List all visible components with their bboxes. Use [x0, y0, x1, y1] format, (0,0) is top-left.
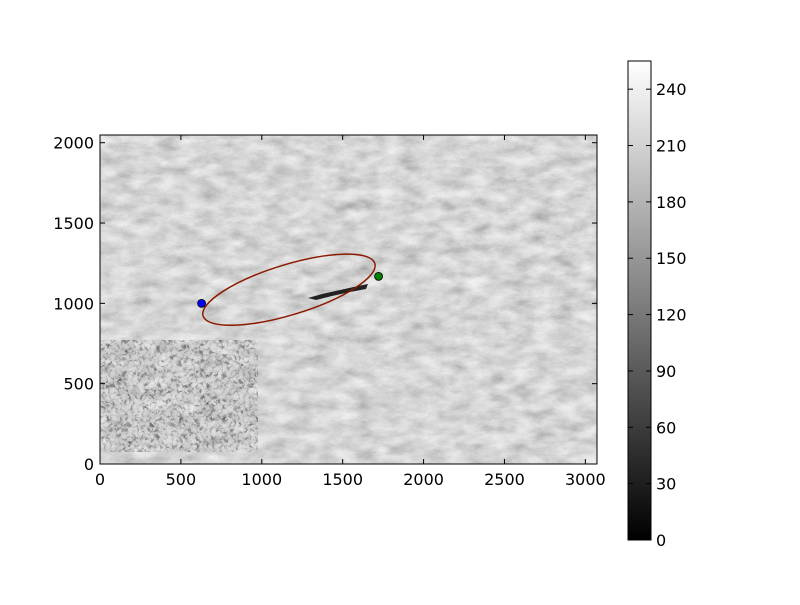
colorbar-tick-label: 30	[656, 475, 676, 494]
y-tick-label: 2000	[53, 134, 94, 153]
x-tick-label: 500	[166, 470, 197, 489]
ellipse-outline	[202, 253, 376, 327]
overlay-layer	[197, 253, 383, 327]
x-tick-label: 2500	[484, 470, 525, 489]
colorbar-gradient	[627, 60, 652, 541]
sar-image	[100, 135, 597, 464]
x-tick-label: 1000	[241, 470, 282, 489]
y-tick-label: 1500	[53, 214, 94, 233]
x-tick-label: 3000	[565, 470, 606, 489]
colorbar-tick-label: 0	[656, 531, 666, 550]
x-tick-label: 0	[95, 470, 105, 489]
y-tick-label: 500	[63, 375, 94, 394]
colorbar-tick-label: 150	[656, 249, 687, 268]
colorbar-tick-label: 180	[656, 193, 687, 212]
colorbar-tick-label: 90	[656, 362, 676, 381]
colorbar-tick-label: 60	[656, 418, 676, 437]
x-tick-label: 2000	[403, 470, 444, 489]
point-green	[374, 271, 383, 281]
colorbar-ticks: 0 30 60 90 120 150 180 210 240	[628, 80, 687, 550]
dark-slick	[308, 284, 368, 300]
x-axis: 0 500 1000 1500 2000 2500 3000	[95, 135, 606, 489]
y-axis: 0 500 1000 1500 2000	[53, 134, 597, 474]
x-tick-label: 1500	[322, 470, 363, 489]
colorbar-tick-label: 240	[656, 80, 687, 99]
colorbar-tick-label: 120	[656, 306, 687, 325]
axes-frame	[99, 134, 598, 465]
colorbar: 0 30 60 90 120 150 180 210 240	[627, 60, 687, 550]
y-tick-label: 1000	[53, 294, 94, 313]
colorbar-tick-label: 210	[656, 137, 687, 156]
point-blue	[197, 298, 207, 308]
noisy-patch	[100, 340, 258, 452]
y-tick-label: 0	[84, 455, 94, 474]
